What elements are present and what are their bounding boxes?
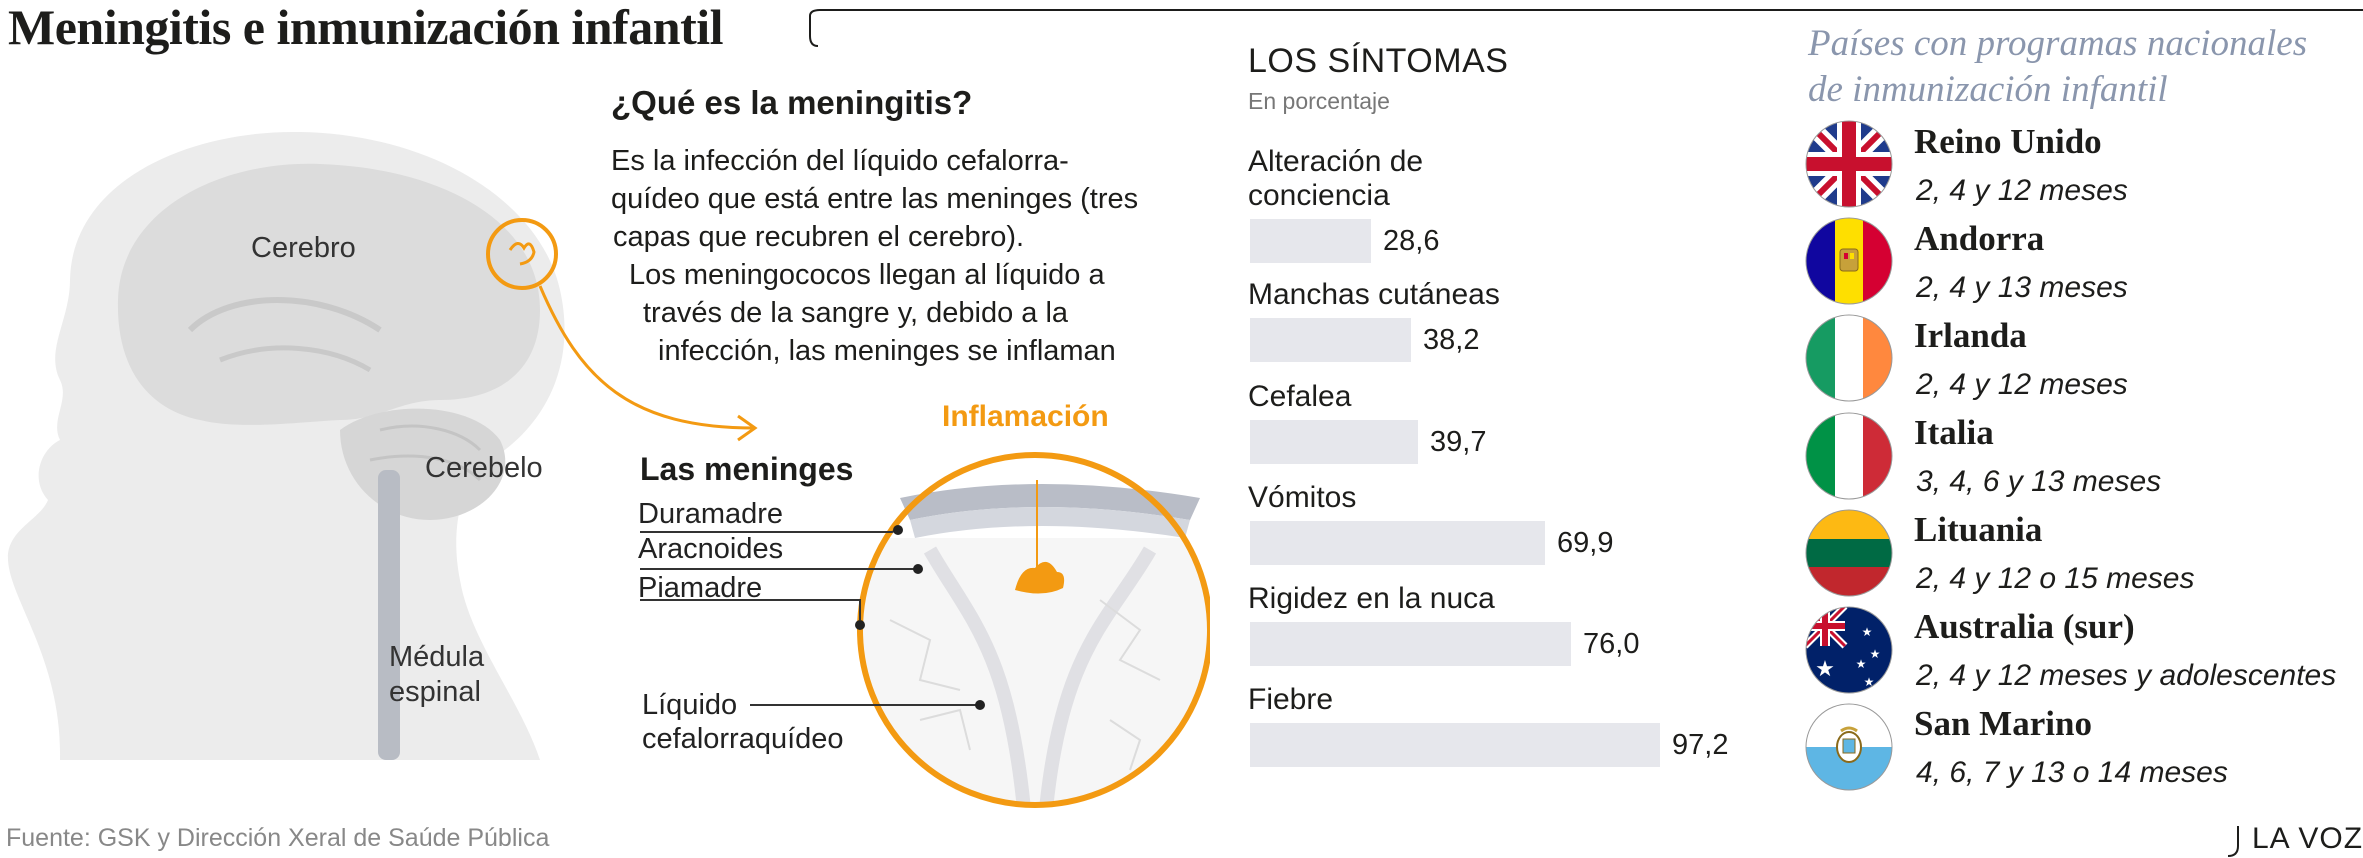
country-name: Italia [1914,413,1994,452]
country-schedule: 2, 4 y 12 meses [1916,368,2128,401]
symptom-value-label: 39,7 [1430,426,1487,458]
aracnoides-label: Aracnoides [638,533,784,565]
andorra-flag-icon [1805,217,1893,305]
country-name: Irlanda [1914,316,2027,355]
symptom-value-label: 97,2 [1672,729,1729,761]
symptom-value-label: 76,0 [1583,628,1640,660]
what-is-line: infección, las meninges se inflaman [658,335,1116,367]
italy-flag-icon [1805,412,1893,500]
duramadre-label: Duramadre [638,498,784,530]
country-schedule: 2, 4 y 12 meses [1916,174,2128,207]
country-schedule: 2, 4 y 13 meses [1916,271,2128,304]
uk-flag-icon [1805,120,1893,208]
what-is-line: quídeo que está entre las meninges (tres [611,183,1139,215]
what-is-title: ¿Qué es la meningitis? [611,84,973,121]
symptom-bar [1250,420,1418,464]
head-cross-section-illustration [7,131,565,760]
symptom-label: Manchas cutáneas [1248,278,1500,311]
symptom-label: Vómitos [1248,481,1357,514]
symptom-bar [1250,521,1545,565]
cerebelo-label: Cerebelo [425,452,543,484]
country-schedule: 3, 4, 6 y 13 meses [1916,465,2162,498]
symptom-label: Fiebre [1248,683,1334,716]
symptoms-subtitle: En porcentaje [1248,88,1390,114]
symptom-bar [1250,219,1371,263]
meninges-zoom-illustration [640,452,1210,808]
countries-title-line2: de inmunización infantil [1808,69,2168,110]
country-schedule: 2, 4 y 12 meses y adolescentes [1916,659,2337,692]
san-marino-flag-icon [1805,703,1893,791]
medula-label-line2: espinal [389,676,481,708]
symptom-value-label: 28,6 [1383,225,1440,257]
svg-text:★: ★ [1870,647,1881,661]
fluid-label-line1: Líquido [642,689,738,721]
country-schedule: 4, 6, 7 y 13 o 14 meses [1916,756,2228,789]
symptoms-bar-chart: Alteración de conciencia 28,6 Manchas cután… [1248,0,1768,858]
cerebro-label: Cerebro [251,232,356,264]
svg-text:★: ★ [1856,657,1867,671]
symptom-label: Rigidez en la nuca [1248,582,1495,615]
country-name: San Marino [1914,704,2092,743]
zoom-callout-arrow [486,218,758,442]
symptom-bar [1250,723,1660,767]
country-name: Lituania [1914,510,2043,549]
svg-text:★: ★ [1815,657,1835,682]
page-title: Meningitis e inmunización infantil [8,0,724,55]
what-is-line: capas que recubren el cerebro). [613,221,1025,253]
top-frame-line [809,9,2363,47]
svg-text:★: ★ [1864,675,1875,689]
symptom-value-label: 69,9 [1557,527,1614,559]
country-name: Reino Unido [1914,122,2102,161]
lithuania-flag-icon [1805,509,1893,597]
source-footer: Fuente: GSK y Dirección Xeral de Saúde P… [6,824,550,852]
australia-flag-icon: ★ ★ ★ ★ ★ [1805,606,1893,694]
symptom-label: Alteración de conciencia [1248,145,1424,212]
what-is-line: Es la infección del líquido cefalorra- [611,145,1069,177]
country-name: Australia (sur) [1914,607,2135,646]
what-is-line: través de la sangre y, debido a la [643,297,1069,329]
brand-logo: LA VOZ [2252,822,2363,855]
fluid-label-line2: cefalorraquídeo [642,723,844,755]
country-schedule: 2, 4 y 12 o 15 meses [1916,562,2195,595]
symptom-value-label: 38,2 [1423,324,1480,356]
piamadre-label: Piamadre [638,572,763,604]
symptom-label: Cefalea [1248,380,1352,413]
countries-title-line1: Países con programas nacionales [1808,23,2308,64]
what-is-line: Los meningococos llegan al líquido a [629,259,1105,291]
country-name: Andorra [1914,219,2045,258]
symptom-bar [1250,318,1411,362]
svg-text:★: ★ [1862,625,1873,639]
ireland-flag-icon [1805,314,1893,402]
medula-label-line1: Médula [389,641,485,673]
inflammation-label: Inflamación [942,400,1109,433]
symptoms-title: LOS SÍNTOMAS [1248,42,1509,80]
footer-frame-corner [2227,826,2239,857]
meninges-title: Las meninges [640,451,854,487]
symptom-bar [1250,622,1571,666]
